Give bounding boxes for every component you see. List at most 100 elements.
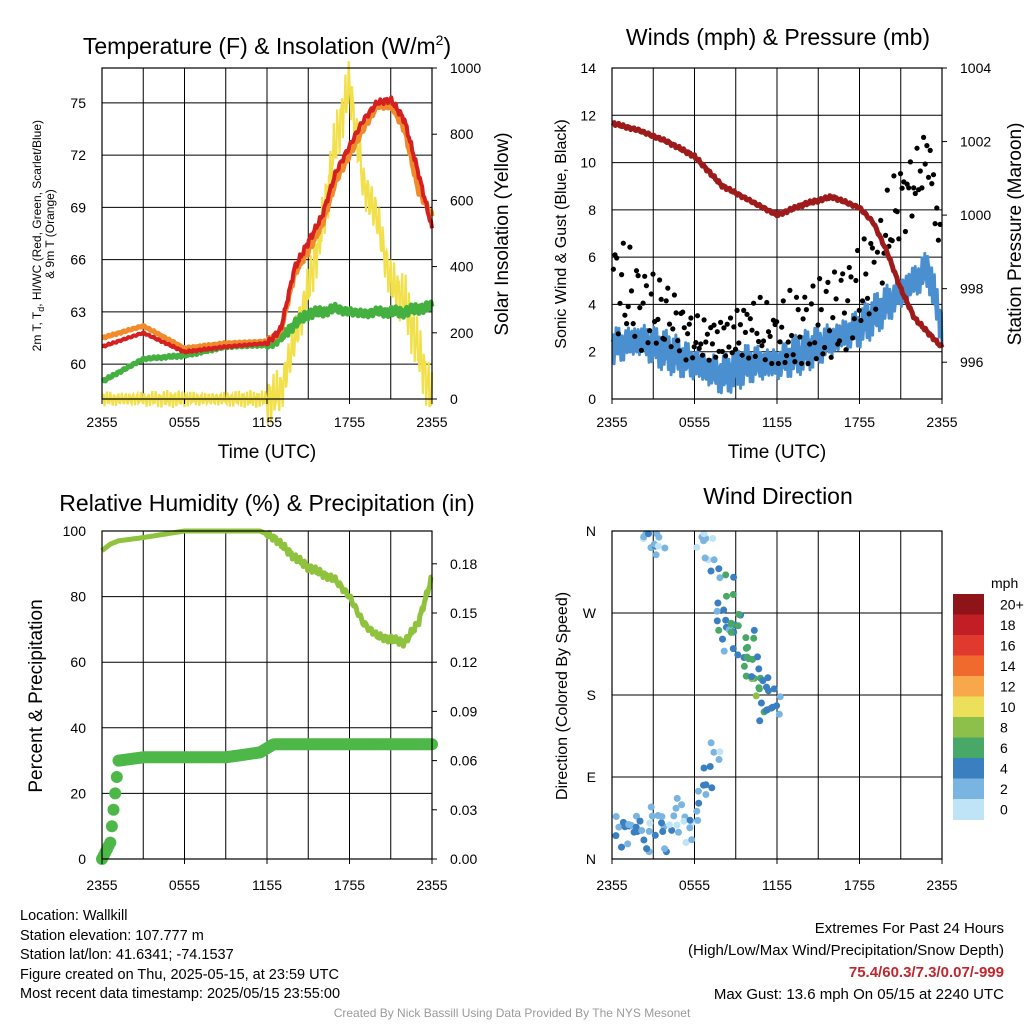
direction-point <box>645 827 653 835</box>
extremes-values: 75.4/60.3/7.3/0.07/-999 <box>848 964 1004 981</box>
gust-point <box>713 354 719 360</box>
direction-point <box>763 683 770 691</box>
direction-point <box>678 801 686 809</box>
temperature-y2tick-label: 1000 <box>450 60 481 76</box>
gust-point <box>723 353 729 359</box>
temperature-ytick-label: 63 <box>70 304 86 320</box>
gust-point <box>899 185 905 191</box>
gust-point <box>784 353 790 359</box>
winds-y2tick-label: 996 <box>960 354 984 370</box>
direction-point <box>743 653 751 661</box>
gust-point <box>696 345 702 351</box>
winds-y2tick-label: 1004 <box>960 60 991 76</box>
humidity-y2tick-label: 0.15 <box>450 605 477 621</box>
gust-point <box>831 269 838 275</box>
winds-ytick-label: 10 <box>580 155 596 171</box>
gust-point <box>703 339 709 345</box>
direction-point <box>722 616 730 624</box>
gust-point <box>765 329 772 335</box>
direction-point <box>659 828 667 835</box>
gust-point <box>907 159 914 165</box>
direction-point <box>694 787 702 795</box>
direction-point <box>693 807 701 815</box>
gust-point <box>628 288 635 294</box>
gust-point <box>633 268 640 274</box>
gust-point <box>665 285 671 291</box>
direction-point <box>748 673 756 681</box>
gust-point <box>823 288 829 294</box>
humidity-ytick-label: 0 <box>78 851 86 867</box>
temperature-xtick-label: 2355 <box>86 414 117 430</box>
gust-point <box>698 341 704 347</box>
gust-point <box>826 328 833 334</box>
direction-point <box>652 551 660 559</box>
colorbar-swatch <box>953 737 984 759</box>
temperature-ytick-label: 75 <box>70 95 86 111</box>
direction-point <box>695 799 703 807</box>
direction-point <box>713 607 721 615</box>
colorbar-label: 16 <box>1000 637 1016 653</box>
gust-point <box>878 217 884 223</box>
gust-point <box>868 240 874 247</box>
gust-point <box>620 240 626 246</box>
gust-point <box>640 300 646 306</box>
winds-xtick-label: 2355 <box>596 414 627 430</box>
direction-point <box>754 653 761 661</box>
direction-point <box>688 836 696 844</box>
gust-point <box>848 274 854 280</box>
colorbar-swatch <box>953 799 984 820</box>
direction-ytick-label: N <box>586 851 596 867</box>
humidity-xtick-label: 2355 <box>86 877 117 893</box>
figure-created: Figure created on Thu, 2025-05-15, at 23… <box>20 966 339 983</box>
gust-point <box>929 181 935 187</box>
direction-point <box>661 845 669 853</box>
direction-point <box>742 672 750 680</box>
gust-point <box>648 291 654 297</box>
direction-point <box>700 764 708 772</box>
gust-point <box>792 359 798 365</box>
gust-point <box>861 236 867 242</box>
direction-xtick-label: 0555 <box>679 877 710 893</box>
temperature-title-sup: 2 <box>436 32 444 48</box>
gust-point <box>808 301 815 307</box>
temperature-y2tick-label: 800 <box>450 126 474 142</box>
colorbar-swatch <box>953 717 984 738</box>
gust-point <box>617 300 623 306</box>
gust-point <box>803 307 810 313</box>
gust-point <box>732 346 739 352</box>
gust-point <box>619 272 625 278</box>
direction-point <box>709 535 717 542</box>
gust-point <box>930 172 937 178</box>
direction-point <box>710 556 718 564</box>
gust-point <box>675 338 681 344</box>
humidity-series <box>96 528 438 865</box>
gust-point <box>863 271 869 277</box>
direction-point <box>673 821 681 829</box>
direction-xtick-label: 1755 <box>844 877 875 893</box>
direction-point <box>720 647 728 655</box>
gust-point <box>729 350 735 356</box>
direction-point <box>744 643 752 651</box>
gust-point <box>896 236 902 242</box>
colorbar-label: 6 <box>1000 740 1008 756</box>
gust-point <box>919 185 925 191</box>
direction-point <box>719 635 726 643</box>
gust-point <box>724 321 730 327</box>
temperature-y2tick-label: 200 <box>450 325 474 341</box>
direction-point <box>670 812 678 820</box>
colorbar-label: 2 <box>1000 781 1008 797</box>
gust-point <box>624 321 630 327</box>
gust-point <box>731 324 737 330</box>
direction-point <box>665 821 673 829</box>
direction-point <box>700 537 708 545</box>
direction-xtick-label: 2355 <box>926 877 957 893</box>
gust-point <box>894 209 900 215</box>
extremes-heading: Extremes For Past 24 Hours <box>814 920 1004 937</box>
gust-point <box>775 360 782 367</box>
direction-point <box>708 784 716 792</box>
direction-point <box>701 554 709 562</box>
humidity-xtick-label: 1755 <box>334 877 365 893</box>
temperature-ytick-label: 72 <box>70 147 86 163</box>
gust-point <box>798 360 805 367</box>
direction-ytick-label: W <box>583 605 597 621</box>
